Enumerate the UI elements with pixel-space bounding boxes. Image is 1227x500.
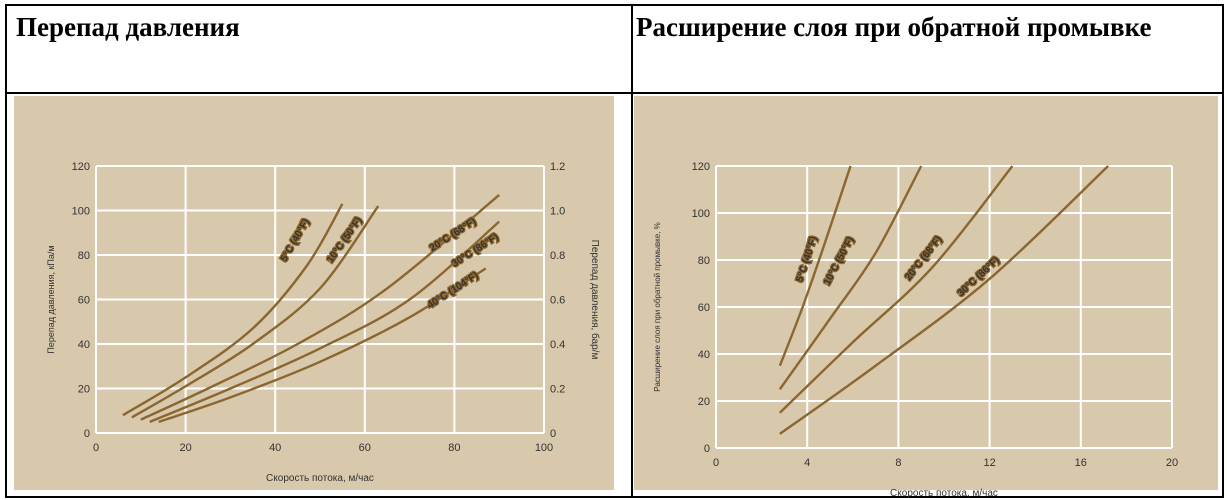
x-axis-label: Скорость потока, м/час xyxy=(890,488,998,499)
y-tick-label: 80 xyxy=(78,250,90,262)
y-tick-label: 40 xyxy=(698,349,710,361)
y-tick-label: 120 xyxy=(72,161,90,173)
y-tick-label: 60 xyxy=(78,295,90,307)
x-tick-label: 40 xyxy=(269,442,281,454)
y-tick-label: 100 xyxy=(72,206,90,218)
series-line xyxy=(149,220,500,423)
x-tick-label: 16 xyxy=(1075,457,1087,469)
table-column-divider xyxy=(631,6,633,496)
y2-tick-label: 0.8 xyxy=(550,250,565,262)
bed-expansion-chart: 0 4 8 12 16 20 0 20 40 60 80 100 120 Скорость потока,… xyxy=(653,161,1178,499)
y-tick-label: 20 xyxy=(78,384,90,396)
y2-tick-label: 0.4 xyxy=(550,339,565,351)
x-tick-label: 0 xyxy=(93,442,99,454)
x-tick-label: 60 xyxy=(359,442,371,454)
x-tick-label: 20 xyxy=(1166,457,1178,469)
series-line xyxy=(122,203,344,417)
x-tick-label: 100 xyxy=(535,442,553,454)
pressure-drop-chart-panel: 0 20 40 60 80 100 0 20 40 60 80 100 120 0 0.2 0.4 0.6 0.8… xyxy=(14,96,614,490)
bed-expansion-chart-panel: 0 4 8 12 16 20 0 20 40 60 80 100 120 Скорость потока,… xyxy=(634,96,1218,499)
y-tick-label: 60 xyxy=(698,302,710,314)
table-row-divider xyxy=(7,92,1222,94)
x-tick-label: 4 xyxy=(804,457,810,469)
x-axis-label: Скорость потока, м/час xyxy=(266,473,374,484)
y2-tick-label: 1.0 xyxy=(550,206,565,218)
series-line xyxy=(140,194,500,421)
y2-tick-label: 0.6 xyxy=(550,295,565,307)
x-tick-label: 0 xyxy=(713,457,719,469)
y-tick-label: 120 xyxy=(692,161,710,173)
series-line xyxy=(778,165,923,390)
y-tick-label: 80 xyxy=(698,255,710,267)
x-tick-label: 20 xyxy=(179,442,191,454)
y-axis-label: Расширение слоя при обратной промывке, % xyxy=(653,222,662,391)
y2-tick-label: 1.2 xyxy=(550,161,565,173)
y2-axis-label: Перепад давления, бар/м xyxy=(589,240,601,360)
x-tick-label: 80 xyxy=(448,442,460,454)
document-table xyxy=(5,4,1224,498)
x-tick-label: 8 xyxy=(895,457,901,469)
heading-bed-expansion: Расширение слоя при обратной промывке xyxy=(636,12,1152,42)
y2-tick-label: 0 xyxy=(550,428,556,440)
y-tick-label: 20 xyxy=(698,396,710,408)
y2-tick-label: 0.2 xyxy=(550,384,565,396)
series-line xyxy=(779,165,1014,414)
series-line xyxy=(131,205,380,419)
y-tick-label: 40 xyxy=(78,339,90,351)
y-axis-label: Перепад давления, кПа/м xyxy=(46,245,56,353)
series-line xyxy=(779,165,1109,435)
x-tick-label: 12 xyxy=(983,457,995,469)
y-tick-label: 100 xyxy=(692,208,710,220)
heading-pressure-drop: Перепад давления xyxy=(16,12,240,42)
series-line xyxy=(778,165,852,367)
series-line xyxy=(158,267,487,424)
y-tick-label: 0 xyxy=(84,428,90,440)
pressure-drop-chart: 0 20 40 60 80 100 0 20 40 60 80 100 120 0 0.2 0.4 0.6 0.8… xyxy=(46,161,601,484)
y-tick-label: 0 xyxy=(704,443,710,455)
